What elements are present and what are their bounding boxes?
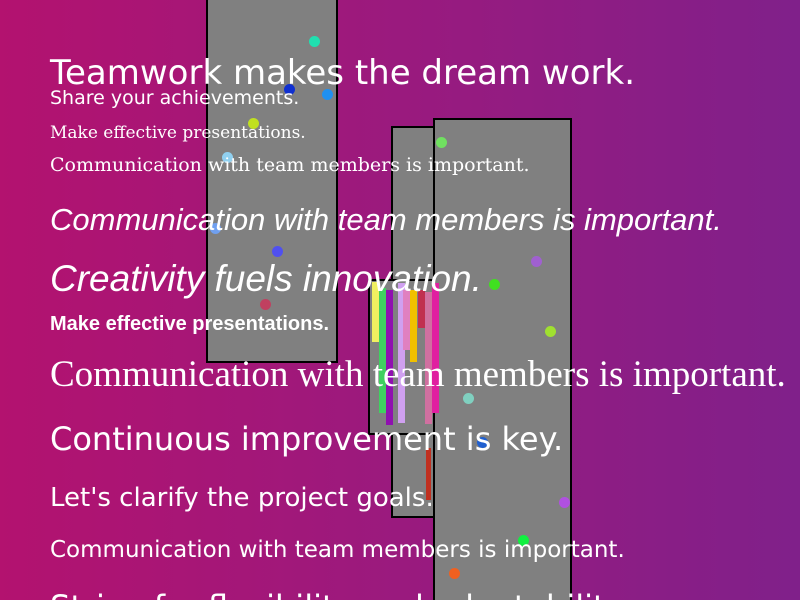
text-line: Communication with team members is impor…: [50, 202, 722, 237]
color-bar: [386, 290, 393, 425]
dot: [284, 84, 295, 95]
color-bar: [410, 290, 417, 362]
color-bar: [403, 290, 410, 350]
dot: [489, 279, 500, 290]
text-line: Creativity fuels innovation.: [50, 258, 482, 299]
text-line: Teamwork makes the dream work.: [50, 53, 636, 93]
color-bar: [426, 448, 431, 500]
color-bar: [418, 290, 425, 328]
text-line: Make effective presentations.: [50, 123, 306, 143]
dot: [518, 535, 529, 546]
text-line: Communication with team members is impor…: [50, 354, 786, 395]
dot: [559, 497, 570, 508]
text-line: Share your achievements.: [50, 87, 300, 109]
text-line: Make effective presentations.: [50, 313, 329, 335]
color-bar: [379, 288, 386, 413]
text-line: Let's clarify the project goals.: [50, 483, 434, 513]
dot: [545, 326, 556, 337]
text-line: Continuous improvement is key.: [50, 420, 564, 458]
text-line: Communication with team members is impor…: [50, 154, 530, 176]
text-line: Strive for flexibility and adaptability.: [50, 591, 630, 600]
color-bar: [432, 283, 439, 413]
dot: [248, 118, 259, 129]
gray-panel-left: [206, 0, 338, 363]
dot: [463, 393, 474, 404]
dot: [322, 89, 333, 100]
dot: [210, 223, 221, 234]
dot: [477, 437, 488, 448]
dot: [309, 36, 320, 47]
dot: [531, 256, 542, 267]
color-bar: [425, 292, 432, 424]
dot: [436, 137, 447, 148]
dot: [222, 152, 233, 163]
color-bar: [372, 282, 379, 342]
text-line: Communication with team members is impor…: [50, 537, 625, 563]
dot: [272, 246, 283, 257]
color-bar: [398, 283, 405, 423]
dot: [260, 299, 271, 310]
dot: [449, 568, 460, 579]
